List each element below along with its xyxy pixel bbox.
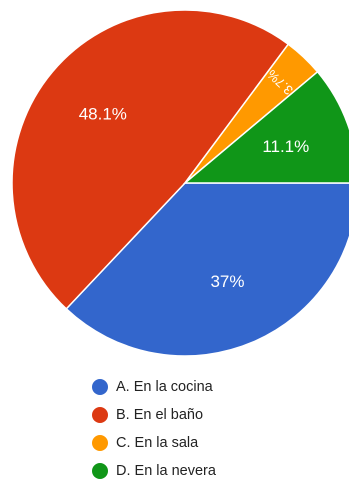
pie-chart-svg: 37%48.1%3.7%11.1%: [11, 9, 349, 357]
legend-item-a: A. En la cocina: [92, 377, 216, 397]
legend-label-c: C. En la sala: [116, 435, 199, 451]
legend-label-d: D. En la nevera: [116, 463, 216, 479]
legend-label-b: B. En el baño: [116, 407, 204, 423]
legend-label-a: A. En la cocina: [116, 379, 213, 395]
pie-slice-d: [182, 70, 349, 184]
slice-label-b: 48.1%: [79, 105, 127, 124]
legend-swatch-d: [92, 463, 108, 479]
legend-swatch-b: [92, 407, 108, 423]
legend-item-b: B. En el baño: [92, 405, 216, 425]
slice-label-d: 11.1%: [262, 137, 309, 156]
legend-swatch-a: [92, 379, 108, 395]
pie-slice-a: [65, 182, 349, 357]
legend-item-d: D. En la nevera: [92, 461, 216, 481]
legend-item-c: C. En la sala: [92, 433, 216, 453]
legend-swatch-c: [92, 435, 108, 451]
slice-label-a: 37%: [210, 272, 244, 291]
pie-slice-b: [11, 9, 290, 310]
chart-legend: A. En la cocina B. En el baño C. En la s…: [92, 377, 216, 481]
